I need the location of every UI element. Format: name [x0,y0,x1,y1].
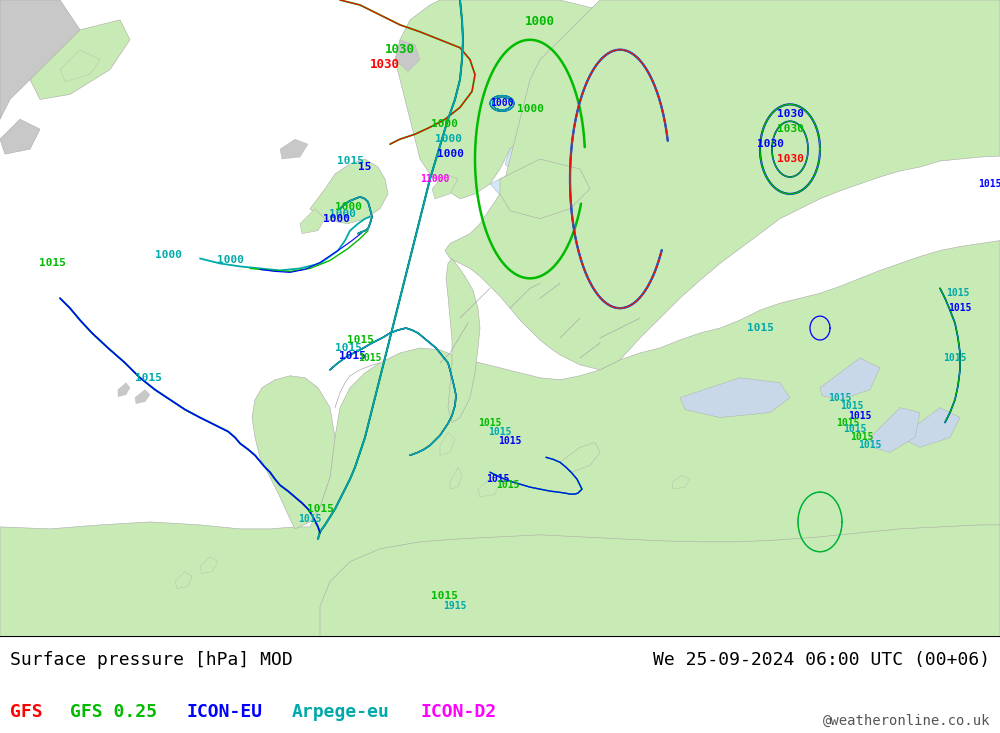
Text: 1030: 1030 [370,58,400,71]
Text: 1915: 1915 [443,601,467,611]
Text: 1015: 1015 [347,335,374,345]
Polygon shape [252,376,335,529]
Polygon shape [440,432,455,455]
Text: 1015: 1015 [336,156,364,166]
Polygon shape [300,209,325,234]
Polygon shape [310,159,388,224]
Text: 1015: 1015 [298,514,322,524]
Text: ICON-D2: ICON-D2 [421,704,497,721]
Text: 1000: 1000 [516,104,544,114]
Text: 1015: 1015 [828,393,852,402]
Text: 1000: 1000 [436,149,464,159]
Polygon shape [0,0,80,119]
Polygon shape [820,358,880,399]
Text: 1030: 1030 [776,109,804,119]
Text: 1015: 1015 [943,353,967,363]
Text: Arpege-eu: Arpege-eu [292,704,390,721]
Polygon shape [478,477,500,497]
Text: 1015: 1015 [840,401,864,410]
Polygon shape [30,20,130,100]
Text: 1015: 1015 [134,373,162,383]
Text: 1000: 1000 [434,134,462,144]
Text: 1000: 1000 [322,214,350,224]
Polygon shape [0,119,40,154]
Text: 1015: 1015 [496,480,520,490]
Polygon shape [395,40,420,72]
Text: 1015: 1015 [478,418,502,427]
Text: 1000: 1000 [525,15,555,29]
Text: 1015: 1015 [946,288,970,298]
Polygon shape [320,525,1000,636]
Polygon shape [490,169,540,201]
Polygon shape [0,240,1000,636]
Text: GFS: GFS [10,704,43,721]
Text: 1015: 1015 [843,424,867,435]
Text: 1015: 1015 [948,303,972,313]
Polygon shape [500,159,590,218]
Text: 15: 15 [358,162,372,172]
Text: 1015: 1015 [498,436,522,446]
Text: 1000: 1000 [432,119,458,129]
Polygon shape [446,259,480,422]
Text: @weatheronline.co.uk: @weatheronline.co.uk [822,714,990,728]
Polygon shape [672,475,690,489]
Text: 1015: 1015 [486,474,510,485]
Polygon shape [395,0,620,199]
Text: 1015: 1015 [432,592,458,602]
Text: 1015: 1015 [306,504,334,514]
Text: 1000: 1000 [328,209,356,218]
Text: GFS 0.25: GFS 0.25 [70,704,156,721]
Text: 1015: 1015 [488,427,512,438]
Text: 1030: 1030 [776,124,804,134]
Polygon shape [60,50,100,81]
Text: Surface pressure [hPa] MOD: Surface pressure [hPa] MOD [10,651,293,668]
Polygon shape [505,129,600,189]
Text: ICON-EU: ICON-EU [186,704,263,721]
Text: 1015: 1015 [850,432,874,443]
Polygon shape [450,467,462,489]
Text: 1015: 1015 [978,179,1000,189]
Polygon shape [280,139,308,159]
Text: 1030: 1030 [776,154,804,164]
Polygon shape [680,377,790,418]
Polygon shape [135,390,150,404]
Text: 1015: 1015 [848,410,872,421]
Text: 11000: 11000 [420,174,450,184]
Text: 1000: 1000 [490,98,514,108]
Text: 1015: 1015 [836,418,860,427]
Text: 1015: 1015 [338,351,366,361]
Text: 1015: 1015 [746,323,774,333]
Text: 1015: 1015 [858,441,882,450]
Text: 1015: 1015 [358,353,382,363]
Text: 1030: 1030 [385,43,415,56]
Polygon shape [118,383,130,397]
Polygon shape [432,174,458,199]
Polygon shape [560,443,600,472]
Polygon shape [200,557,218,574]
Text: 1000: 1000 [154,251,182,260]
Text: 1015: 1015 [334,343,362,353]
Polygon shape [900,408,960,447]
Text: 1030: 1030 [757,139,784,149]
Polygon shape [175,572,192,589]
Text: 1015: 1015 [38,259,66,268]
Polygon shape [445,0,1000,370]
Text: 1000: 1000 [216,256,244,265]
Text: 1000: 1000 [334,202,362,212]
Text: We 25-09-2024 06:00 UTC (00+06): We 25-09-2024 06:00 UTC (00+06) [653,651,990,668]
Polygon shape [870,408,920,452]
